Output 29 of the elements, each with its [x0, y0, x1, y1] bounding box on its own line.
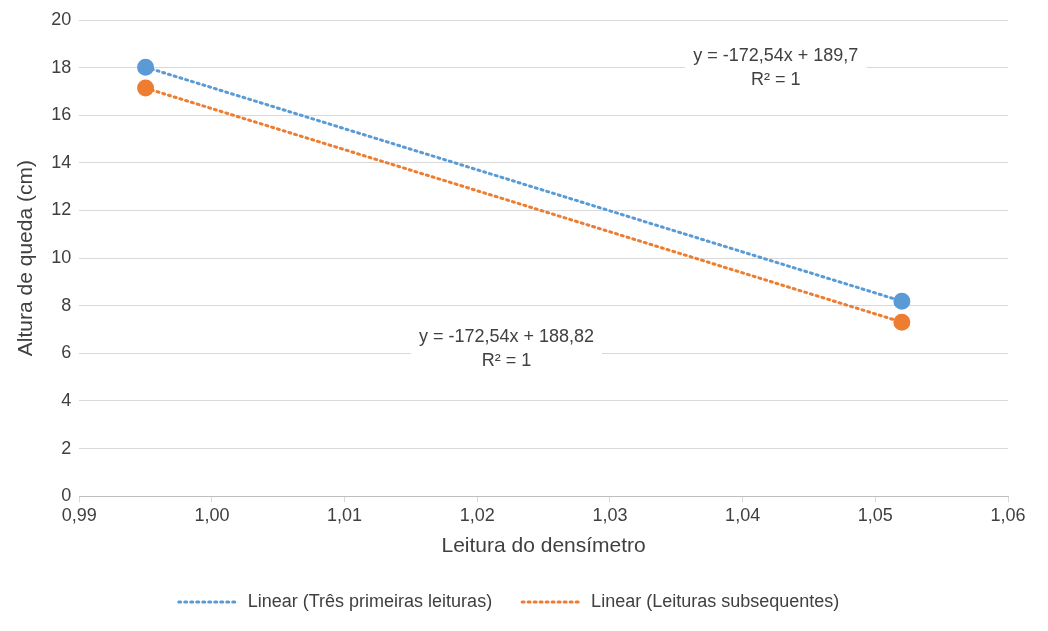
x-tick-label: 1,06 [990, 504, 1026, 525]
y-tick-label: 20 [51, 8, 72, 29]
y-tick-label: 6 [61, 342, 72, 363]
y-tick-label: 8 [61, 294, 72, 315]
x-axis-title: Leitura do densímetro [441, 533, 646, 557]
x-tick-label: 1,02 [459, 504, 495, 525]
y-tick-label: 4 [61, 389, 72, 410]
x-tick-label: 1,05 [857, 504, 893, 525]
x-tick-label: 1,04 [725, 504, 761, 525]
x-tick-label: 0,99 [61, 504, 97, 525]
annotation: y = -172,54x + 189,7 R² = 1 [693, 44, 859, 89]
legend-label: Linear (Três primeiras leituras) [247, 590, 493, 611]
x-tick-label: 1,03 [592, 504, 628, 525]
y-tick-label: 14 [51, 151, 72, 172]
x-tick-label: 1,01 [327, 504, 363, 525]
annotation: y = -172,54x + 188,82 R² = 1 [418, 325, 595, 370]
y-tick-label: 18 [51, 56, 72, 77]
x-tick-label: 1,00 [194, 504, 230, 525]
y-axis-title: Altura de queda (cm) [13, 160, 37, 357]
y-tick-label: 12 [51, 199, 72, 220]
y-tick-label: 2 [61, 437, 72, 458]
point [893, 292, 911, 310]
y-tick-label: 0 [61, 485, 72, 506]
y-tick-label: 16 [51, 104, 72, 125]
y-tick-label: 10 [51, 247, 72, 268]
legend-label: Linear (Leituras subsequentes) [591, 590, 840, 611]
point [137, 58, 155, 76]
point [893, 313, 911, 331]
point [137, 79, 155, 97]
